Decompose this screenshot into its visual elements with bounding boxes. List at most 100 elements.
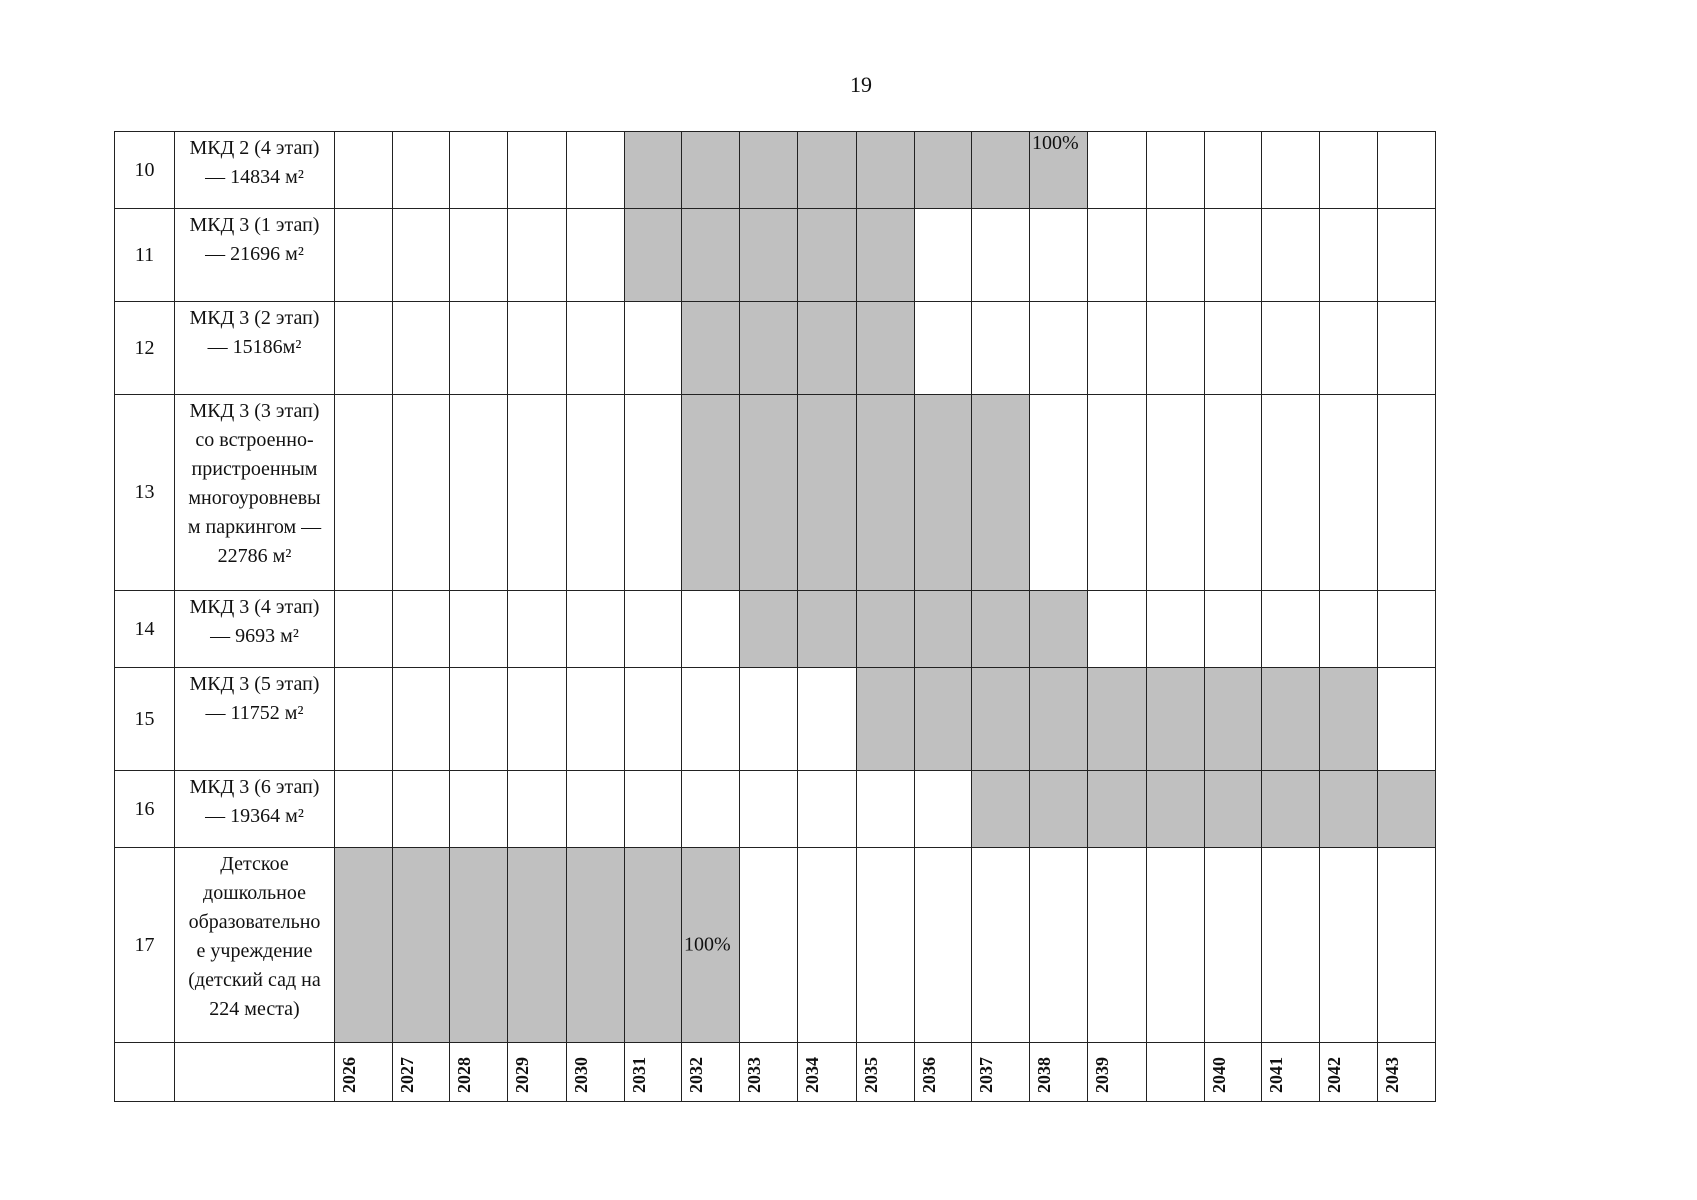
empty-cell: [971, 208, 1030, 302]
empty-cell: [392, 667, 450, 771]
empty-cell: [507, 208, 567, 302]
empty-cell: [507, 394, 567, 591]
empty-cell: [1146, 394, 1205, 591]
shaded-cell: 100%: [681, 847, 740, 1043]
empty-cell: [449, 301, 508, 395]
year-cell: 2033: [739, 1042, 798, 1102]
shaded-cell: [1087, 667, 1147, 771]
footer-cell: [174, 1042, 335, 1102]
shaded-cell: [797, 590, 857, 668]
empty-cell: [449, 770, 508, 848]
empty-cell: [1261, 301, 1320, 395]
empty-cell: [392, 590, 450, 668]
empty-cell: [856, 847, 915, 1043]
empty-cell: [1377, 301, 1436, 395]
year-label: 2041: [1266, 1057, 1286, 1093]
empty-cell: [392, 770, 450, 848]
empty-cell: [1146, 131, 1205, 209]
empty-cell: [1087, 394, 1147, 591]
year-label: 2027: [397, 1057, 417, 1093]
shaded-cell: [681, 394, 740, 591]
shaded-cell: [1319, 770, 1378, 848]
year-label: 2029: [512, 1057, 532, 1093]
empty-cell: [1146, 590, 1205, 668]
year-label: 2030: [571, 1057, 591, 1093]
shaded-cell: [739, 208, 798, 302]
empty-cell: [914, 301, 972, 395]
empty-cell: [1377, 208, 1436, 302]
label-line: — 19364 м²: [205, 805, 304, 827]
empty-cell: [1319, 131, 1378, 209]
label-line: — 15186м²: [207, 336, 302, 358]
empty-cell: [739, 770, 798, 848]
year-cell: 2042: [1319, 1042, 1378, 1102]
empty-cell: [507, 770, 567, 848]
shaded-cell: [566, 847, 625, 1043]
label-line: МКД 3 (5 этап): [189, 673, 320, 695]
empty-cell: [1087, 301, 1147, 395]
empty-cell: [971, 847, 1030, 1043]
label-line: е учреждение: [196, 940, 313, 962]
year-label: 2037: [976, 1057, 996, 1093]
shaded-cell: [624, 208, 682, 302]
row-number: 11: [114, 208, 175, 302]
shaded-cell: [334, 847, 393, 1043]
empty-cell: [392, 208, 450, 302]
empty-cell: [681, 667, 740, 771]
empty-cell: [797, 770, 857, 848]
shaded-cell: [624, 847, 682, 1043]
label-line: — 14834 м²: [205, 166, 304, 188]
shaded-cell: [1204, 667, 1262, 771]
shaded-cell: [1319, 667, 1378, 771]
year-label: 2031: [629, 1057, 649, 1093]
row-number: 15: [114, 667, 175, 771]
empty-cell: [1377, 667, 1436, 771]
shaded-cell: [1087, 770, 1147, 848]
shaded-cell: [739, 394, 798, 591]
empty-cell: [1319, 394, 1378, 591]
shaded-cell: [797, 131, 857, 209]
row-number: 17: [114, 847, 175, 1043]
year-cell: 2041: [1261, 1042, 1320, 1102]
label-line: 224 места): [209, 998, 300, 1020]
empty-cell: [566, 394, 625, 591]
empty-cell: [334, 770, 393, 848]
shaded-cell: [1029, 770, 1088, 848]
shaded-cell: [856, 131, 915, 209]
shaded-cell: [1261, 667, 1320, 771]
year-label: 2034: [802, 1057, 822, 1093]
empty-cell: [1261, 847, 1320, 1043]
empty-cell: [449, 394, 508, 591]
shaded-cell: [971, 590, 1030, 668]
label-line: МКД 2 (4 этап): [189, 137, 320, 159]
shaded-cell: [797, 301, 857, 395]
empty-cell: [1319, 301, 1378, 395]
empty-cell: [914, 847, 972, 1043]
year-label: 2026: [339, 1057, 359, 1093]
year-cell: 2036: [914, 1042, 972, 1102]
shaded-cell: [971, 131, 1030, 209]
year-label: 2035: [861, 1057, 881, 1093]
empty-cell: [971, 301, 1030, 395]
empty-cell: [1029, 301, 1088, 395]
empty-cell: [566, 770, 625, 848]
label-line: пристроенным: [191, 458, 318, 480]
empty-cell: [449, 208, 508, 302]
empty-cell: [914, 208, 972, 302]
empty-cell: [449, 590, 508, 668]
empty-cell: [1204, 301, 1262, 395]
empty-cell: [1146, 208, 1205, 302]
label-line: МКД 3 (4 этап): [189, 596, 320, 618]
label-line: дошкольное: [203, 882, 306, 904]
year-label: 2036: [919, 1057, 939, 1093]
year-cell: 2032: [681, 1042, 740, 1102]
shaded-cell: [971, 770, 1030, 848]
row-label: МКД 2 (4 этап) — 14834 м²: [174, 131, 335, 209]
shaded-cell: [914, 590, 972, 668]
shaded-cell: [681, 208, 740, 302]
row-number: 10: [114, 131, 175, 209]
empty-cell: [449, 667, 508, 771]
empty-cell: [1377, 847, 1436, 1043]
empty-cell: [334, 590, 393, 668]
empty-cell: [1261, 131, 1320, 209]
